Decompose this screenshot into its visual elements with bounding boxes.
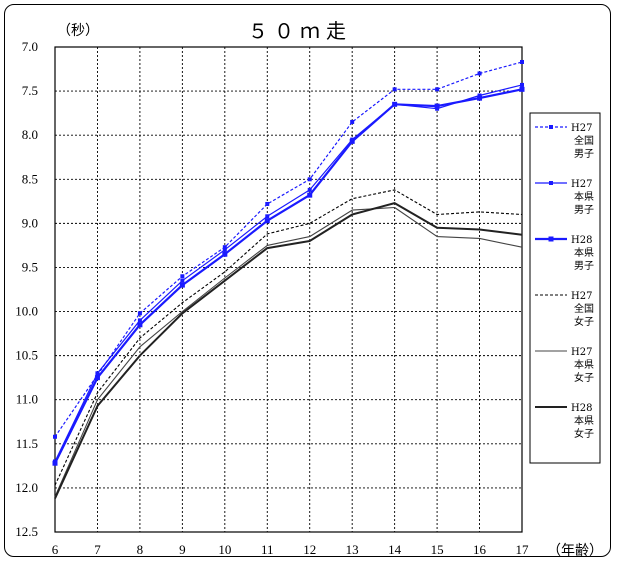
data-point: [95, 371, 100, 376]
legend-box: [529, 112, 601, 464]
legend-label: H27: [571, 179, 592, 190]
x-unit-label: （年齢）: [547, 543, 603, 559]
y-tick-label: 12.0: [15, 480, 38, 495]
x-tick-label: 8: [137, 542, 144, 557]
data-point: [264, 218, 270, 224]
legend-label: 本県: [574, 358, 594, 371]
data-point: [222, 245, 227, 250]
y-tick-label: 9.5: [22, 259, 38, 274]
x-tick-label: 7: [94, 542, 101, 557]
data-point: [435, 87, 440, 92]
data-point: [477, 71, 482, 76]
data-point: [520, 59, 524, 64]
x-tick-label: 16: [473, 542, 487, 557]
legend: H27全国男子H27本県男子H28本県男子H27全国女子H27本県女子H28本県…: [535, 123, 594, 440]
data-point: [265, 214, 270, 219]
data-point: [392, 87, 397, 92]
x-tick-label: 10: [218, 542, 231, 557]
y-tick-label: 11.0: [16, 392, 38, 407]
data-point: [350, 119, 355, 124]
y-tick-label: 10.5: [15, 348, 38, 363]
legend-marker: [548, 236, 554, 242]
data-point: [435, 106, 440, 111]
data-point: [179, 282, 185, 288]
x-tick-label: 14: [388, 542, 402, 557]
y-tick-label: 9.0: [22, 215, 38, 230]
legend-label: 本県: [574, 190, 594, 203]
data-point: [180, 274, 185, 279]
x-tick-label: 6: [52, 542, 59, 557]
y-unit-label: （秒）: [57, 23, 99, 39]
legend-label: 男子: [574, 260, 594, 272]
series-line-4: [54, 189, 523, 486]
series-lines: [52, 59, 525, 499]
series-line-2: [54, 84, 523, 462]
y-tick-label: 8.0: [22, 127, 38, 142]
series-line-6: [54, 202, 523, 499]
legend-marker: [549, 125, 553, 129]
data-point: [137, 318, 142, 323]
y-tick-label: 7.0: [22, 39, 38, 54]
data-point: [307, 177, 312, 182]
series-line-5: [54, 206, 523, 497]
x-tick-label: 15: [431, 542, 444, 557]
x-tick-label: 9: [179, 542, 186, 557]
series-line-3: [54, 88, 523, 464]
legend-label: 全国: [574, 302, 594, 315]
series-line-1: [54, 61, 523, 438]
data-point: [519, 86, 525, 92]
y-tick-label: 10.0: [15, 304, 38, 319]
data-point: [53, 434, 57, 439]
data-point: [94, 375, 100, 381]
data-point: [520, 82, 524, 87]
legend-label: 男子: [574, 204, 594, 216]
x-tick-label: 11: [261, 542, 274, 557]
legend-label: H27: [571, 123, 592, 134]
x-axis: 6 7 8 9 10 11 12 13 14 15 16 17: [52, 542, 529, 557]
x-tick-label: 12: [303, 542, 316, 557]
y-tick-label: 8.5: [22, 171, 38, 186]
y-axis: 7.0 7.5 8.0 8.5 9.0 9.5 10.0 10.5 11.0 11.5 12.0 12…: [15, 39, 38, 539]
legend-label: 女子: [574, 315, 594, 328]
grid-lines: [55, 47, 522, 532]
legend-label: 本県: [574, 246, 594, 259]
legend-label: H27: [571, 291, 592, 302]
plot-area: [54, 46, 523, 533]
data-point: [477, 93, 482, 98]
chart-title: ５０ｍ走: [248, 19, 352, 43]
data-point: [52, 460, 58, 466]
legend-label: H28: [571, 235, 592, 246]
data-point: [137, 311, 142, 316]
legend-label: H27: [571, 347, 592, 358]
data-point: [265, 201, 270, 206]
y-tick-label: 11.5: [16, 436, 38, 451]
data-point: [392, 101, 398, 107]
data-point: [434, 103, 440, 109]
x-tick-label: 17: [516, 542, 530, 557]
data-point: [349, 138, 355, 144]
legend-label: 本県: [574, 414, 594, 427]
y-tick-label: 7.5: [22, 83, 38, 98]
data-point: [222, 251, 228, 257]
legend-marker: [549, 181, 553, 185]
legend-label: 全国: [574, 134, 594, 147]
y-tick-label: 12.5: [15, 524, 38, 539]
x-tick-label: 13: [346, 542, 359, 557]
legend-label: H28: [571, 403, 592, 414]
legend-label: 女子: [574, 371, 594, 384]
legend-label: 男子: [574, 148, 594, 160]
legend-label: 女子: [574, 427, 594, 440]
data-point: [307, 192, 313, 198]
data-point: [180, 278, 185, 283]
data-point: [137, 322, 143, 328]
data-point: [307, 187, 312, 192]
data-point: [477, 95, 483, 101]
data-point: [222, 247, 227, 252]
